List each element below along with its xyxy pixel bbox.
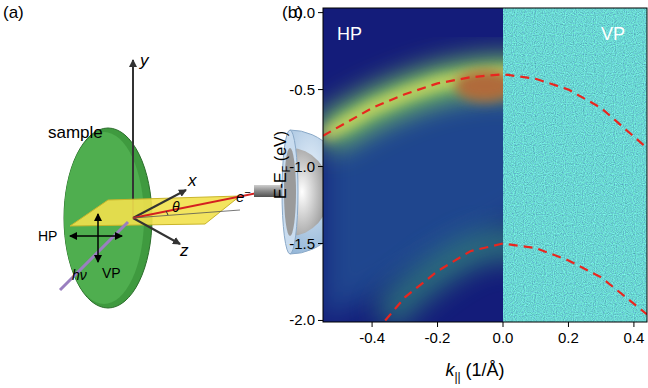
angle-label: θ	[172, 199, 180, 215]
photon-label: hν	[72, 267, 87, 283]
x-tick	[503, 322, 504, 327]
x-tick-label: -0.2	[425, 329, 451, 346]
vp-arrow	[97, 214, 99, 262]
y-tick	[318, 12, 323, 13]
x-axis-label-unit: (1/Å)	[461, 360, 505, 380]
x-tick-label: 0.2	[558, 329, 579, 346]
hp-arrow	[70, 235, 122, 237]
vp-intensity	[503, 8, 647, 322]
electron-label: e−	[236, 186, 251, 205]
y-axis-label-unit: (eV)	[272, 131, 289, 166]
intensity-map	[323, 8, 647, 322]
x-tick	[633, 322, 634, 327]
x-tick	[568, 322, 569, 327]
axis-label: y	[139, 51, 150, 70]
hp-band-2	[385, 244, 503, 321]
axis-label: x	[187, 171, 197, 190]
y-tick	[318, 243, 323, 244]
y-axis-label: E-EF (eV)	[272, 131, 292, 199]
hp-intensity	[323, 8, 503, 322]
y-axis-arrow	[132, 60, 134, 218]
x-tick	[372, 322, 373, 327]
polarization-label: VP	[102, 265, 121, 281]
figure: (a) y x z sample θ e− HP VP hν HP VP -0.4 -0.2 0.0 0.2 0…	[0, 0, 648, 388]
panel-label: (a)	[3, 3, 24, 22]
y-tick	[318, 89, 323, 90]
photon-beam	[60, 222, 128, 290]
panel-b: HPVP-0.4-0.20.00.20.40.0-0.5-1.0-1.5-2.0…	[272, 3, 647, 384]
x-tick-label: 0.4	[623, 329, 644, 346]
axis-label: z	[179, 241, 189, 260]
band-dispersion	[385, 244, 647, 321]
y-tick-label: -2.0	[289, 311, 315, 328]
panel-label: (b)	[282, 3, 303, 22]
plot-frame	[323, 8, 647, 322]
x-tick	[437, 322, 438, 327]
y-tick-label: -1.0	[289, 158, 315, 175]
x-axis-arrow	[133, 190, 186, 218]
electron-charge: −	[244, 186, 251, 198]
y-tick	[318, 166, 323, 167]
hp-diffuse	[323, 74, 503, 322]
polarization-label: HP	[38, 228, 57, 244]
angle-reference	[133, 210, 240, 218]
sample-label: sample	[48, 123, 103, 142]
z-axis-arrow	[133, 218, 180, 244]
y-tick	[318, 320, 323, 321]
band-dispersion	[323, 74, 647, 148]
x-axis-label: k|| (1/Å)	[445, 360, 504, 384]
region-label: VP	[601, 24, 625, 44]
y-tick-label: -0.5	[289, 81, 315, 98]
scattering-plane	[70, 196, 240, 226]
panel-a: (a) y x z sample θ e− HP VP hν	[3, 3, 348, 308]
angle-arc	[166, 211, 168, 215]
band-lines	[323, 74, 647, 320]
x-tick-label: -0.4	[359, 329, 385, 346]
x-tick-label: 0.0	[493, 329, 514, 346]
region-label: HP	[337, 24, 362, 44]
y-tick-label: -1.5	[289, 235, 315, 252]
